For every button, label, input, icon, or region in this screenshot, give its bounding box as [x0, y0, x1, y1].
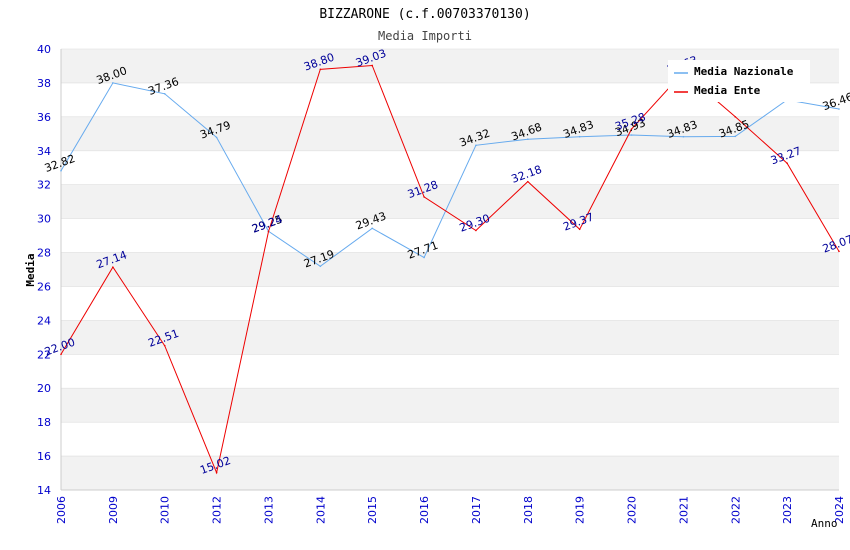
series-0-point: [682, 135, 685, 138]
y-tick-label: 30: [37, 213, 51, 226]
series-0-point: [527, 138, 529, 141]
grid-band: [61, 320, 839, 355]
chart-subtitle: Media Importi: [378, 29, 472, 43]
series-1-point: [475, 229, 477, 232]
series-1-point: [786, 162, 788, 164]
series-1-point: [630, 128, 633, 130]
y-tick-label: 16: [37, 450, 51, 463]
y-tick-label: 18: [37, 416, 51, 429]
series-1-point: [578, 228, 581, 231]
series-1-point: [527, 180, 529, 183]
x-tick-label: 2020: [626, 496, 639, 524]
series-0-point: [630, 134, 633, 136]
y-tick-label: 26: [37, 280, 51, 293]
x-tick-label: 2023: [781, 496, 794, 524]
y-tick-label: 20: [37, 382, 51, 395]
legend-box: [668, 60, 810, 102]
y-tick-label: 40: [37, 43, 51, 56]
y-axis: 14 16 18 20 22 24 26 28 30 32 34 36 38 40: [37, 43, 51, 497]
x-tick-label: 2006: [55, 496, 68, 524]
x-tick-label: 2024: [833, 496, 846, 524]
x-tick-label: 2022: [729, 496, 742, 524]
grid-band: [61, 456, 839, 490]
y-tick-label: 38: [37, 77, 51, 90]
series-line-0: [60, 82, 840, 267]
y-tick-label: 32: [37, 179, 51, 192]
series-0-point: [215, 136, 218, 139]
series-0-point: [60, 169, 62, 172]
x-tick-label: 2014: [314, 496, 327, 524]
x-tick-label: 2017: [470, 496, 483, 524]
y-tick-label: 14: [37, 484, 51, 497]
x-tick-label: 2015: [366, 496, 379, 524]
chart-title: BIZZARONE (c.f.00703370130): [319, 7, 530, 22]
series-1-point: [60, 353, 62, 356]
series-1-point: [163, 344, 166, 347]
series-1-point: [112, 266, 114, 268]
x-tick-label: 2012: [211, 496, 224, 524]
series-1-point: [734, 116, 737, 118]
x-tick-label: 2018: [522, 496, 535, 524]
x-tick-label: 2021: [677, 496, 690, 524]
series-1-point: [267, 230, 270, 233]
series-0-point: [163, 92, 166, 95]
y-tick-label: 34: [37, 145, 51, 158]
x-axis-label: Anno: [811, 517, 838, 530]
x-tick-label: 2019: [574, 496, 587, 524]
grid-band: [61, 116, 839, 151]
series-1-point: [319, 68, 322, 71]
legend: Media Nazionale Media Ente: [668, 60, 810, 102]
grid-band: [61, 388, 839, 423]
series-0-point: [475, 144, 477, 147]
x-tick-label: 2010: [159, 496, 172, 524]
x-axis: 2006 2009 2010 2012 2013 2014 2015 2016 2017 2018…: [55, 496, 846, 524]
series-0-point: [112, 82, 114, 84]
series-1-point: [423, 196, 425, 198]
y-tick-label: 36: [37, 111, 51, 124]
series-0-point: [319, 265, 322, 268]
y-axis-label: Media: [24, 253, 37, 286]
series-0-point: [423, 256, 425, 259]
y-tick-label: 28: [37, 247, 51, 260]
legend-label-nazionale: Media Nazionale: [694, 65, 794, 78]
series-0-point: [734, 135, 737, 138]
x-tick-label: 2016: [418, 496, 431, 524]
x-tick-label: 2009: [107, 496, 120, 524]
y-tick-label: 22: [37, 348, 51, 361]
series-1-point: [371, 64, 374, 67]
series-1-point: [838, 250, 840, 253]
legend-label-ente: Media Ente: [694, 84, 761, 97]
x-tick-label: 2013: [262, 496, 275, 524]
grid-band: [61, 252, 839, 287]
series-0-point: [838, 108, 840, 110]
series-1-point: [215, 471, 218, 474]
series-0-point: [371, 227, 374, 230]
y-tick-label: 24: [37, 314, 51, 327]
plot-background: [60, 48, 839, 491]
series-0-point: [578, 135, 581, 138]
